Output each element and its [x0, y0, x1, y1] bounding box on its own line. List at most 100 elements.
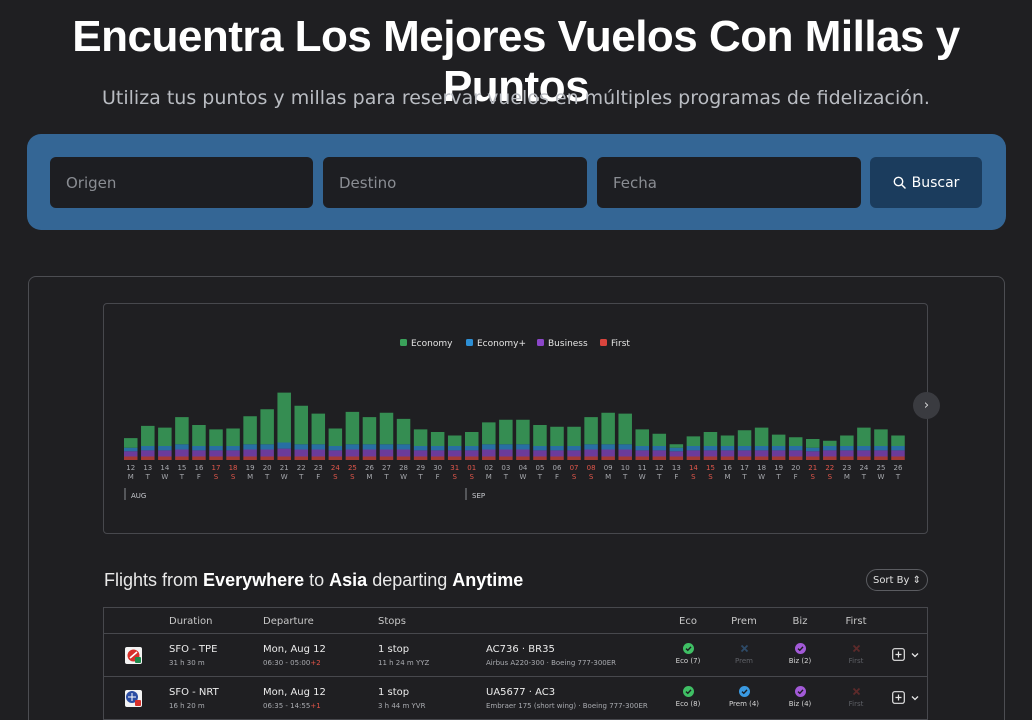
unavailable-icon [740, 644, 748, 653]
x-tick-day: 13 [672, 464, 681, 472]
chart-bar-economy-plus [891, 446, 905, 451]
x-tick-weekday: F [197, 473, 201, 481]
table-row[interactable]: SFO - TPE 31 h 30 m Mon, Aug 12 06:30 - … [104, 634, 927, 677]
layover: 3 h 44 m YVR [378, 702, 426, 710]
chart-bar-first [124, 456, 138, 460]
origin-input[interactable]: Origen [50, 157, 313, 208]
chart-bar-business [584, 449, 598, 457]
search-button[interactable]: Buscar [870, 157, 982, 208]
chart-bar-economy-plus [601, 444, 615, 450]
chart-bar-business [874, 450, 888, 457]
x-tick-day: 25 [876, 464, 885, 472]
chart-bar-first [891, 456, 905, 460]
chart-bar-first [260, 456, 274, 460]
chart-bar-economy-plus [857, 446, 871, 451]
x-tick-day: 24 [331, 464, 340, 472]
search-icon [893, 176, 906, 189]
route: SFO - TPE [169, 644, 218, 655]
chart-bar-first [141, 456, 155, 460]
x-tick-weekday: F [794, 473, 798, 481]
x-tick-weekday: F [674, 473, 678, 481]
chart-bar-economy-plus [192, 446, 206, 451]
expand-plus-icon[interactable] [892, 648, 905, 661]
sort-by-button[interactable]: Sort By ⇕ [866, 569, 928, 591]
x-tick-weekday: M [128, 473, 134, 481]
chart-bar-economy-plus [771, 446, 786, 451]
chart-bar-first [175, 456, 189, 460]
chart-bar-economy [124, 438, 138, 448]
eco-availability[interactable]: Eco (8) [668, 686, 708, 708]
chart-bar-economy-plus [635, 446, 649, 451]
table-header: Duration Departure Stops Eco Prem Biz Fi… [104, 608, 927, 634]
x-tick-weekday: S [231, 473, 236, 481]
biz-availability[interactable]: Biz (4) [780, 686, 820, 708]
chart-bar-first [720, 456, 735, 460]
eco-availability[interactable]: Eco (7) [668, 643, 708, 665]
chart-bar-economy-plus [260, 444, 274, 450]
x-tick-day: 23 [314, 464, 323, 472]
chart-bar-first [737, 456, 752, 460]
chart-bar-first [874, 456, 888, 460]
chart-bar-business [891, 450, 905, 457]
first-label: First [848, 700, 864, 708]
first-label: First [848, 657, 864, 665]
prem-availability[interactable]: Prem (4) [724, 686, 764, 708]
chart-bar-first [652, 456, 667, 460]
legend-swatch [600, 339, 607, 346]
x-tick-weekday: M [605, 473, 611, 481]
chart-bar-economy-plus [584, 444, 598, 450]
x-tick-weekday: S [589, 473, 594, 481]
search-panel: Origen Destino Fecha Buscar [27, 134, 1006, 230]
x-tick-day: 15 [706, 464, 715, 472]
chevron-down-icon[interactable] [910, 693, 920, 703]
legend-label: First [611, 339, 630, 349]
heading-destination: Asia [329, 570, 368, 590]
chart-bar-business [499, 449, 513, 457]
chart-bar-first [754, 456, 769, 460]
availability-chart-svg: Economy Economy+ Business First12M13T14W15T… [124, 339, 905, 500]
chart-bar-business [430, 450, 445, 457]
chart-bar-economy [209, 429, 223, 446]
airline-logo-icon [125, 690, 142, 707]
chart-bar-economy-plus [618, 444, 632, 450]
x-tick-day: 04 [518, 464, 527, 472]
chart-bar-first [840, 456, 854, 460]
legend-label: Economy+ [477, 339, 526, 349]
col-duration[interactable]: Duration [169, 616, 213, 627]
col-first[interactable]: First [845, 616, 867, 627]
chart-bar-economy [669, 444, 684, 448]
month-label: SEP [472, 492, 485, 500]
table-row[interactable]: SFO - NRT 16 h 20 m Mon, Aug 12 06:35 - … [104, 677, 927, 720]
col-eco[interactable]: Eco [679, 616, 697, 627]
chart-bar-first [567, 456, 581, 460]
expand-plus-icon[interactable] [892, 691, 905, 704]
chart-bar-economy-plus [720, 446, 735, 451]
results-heading: Flights from Everywhere to Asia departin… [104, 570, 523, 591]
col-biz[interactable]: Biz [792, 616, 808, 627]
chart-bar-economy-plus [788, 446, 803, 451]
chart-next-button[interactable]: › [913, 392, 940, 419]
chart-bar-economy [277, 392, 291, 443]
col-departure[interactable]: Departure [263, 616, 314, 627]
chart-bar-business [533, 450, 547, 457]
legend-label: Business [548, 339, 588, 349]
chart-bar-business [635, 450, 649, 457]
heading-to: to [309, 570, 325, 590]
x-tick-weekday: T [861, 473, 867, 481]
biz-availability[interactable]: Biz (2) [780, 643, 820, 665]
chart-bar-business [277, 448, 291, 457]
col-prem[interactable]: Prem [731, 616, 757, 627]
page-subtitle: Utiliza tus puntos y millas para reserva… [102, 87, 930, 109]
date-input[interactable]: Fecha [597, 157, 861, 208]
check-icon [682, 686, 694, 697]
chart-bar-first [584, 456, 598, 460]
chart-bar-economy [567, 426, 581, 446]
destination-input[interactable]: Destino [323, 157, 587, 208]
chart-bar-economy [499, 419, 513, 445]
chart-bar-economy [891, 435, 905, 446]
chevron-down-icon[interactable] [910, 650, 920, 660]
chart-bar-economy-plus [806, 447, 820, 452]
chart-bar-economy-plus [516, 444, 530, 450]
chart-bar-business [209, 450, 223, 457]
col-stops[interactable]: Stops [378, 616, 406, 627]
